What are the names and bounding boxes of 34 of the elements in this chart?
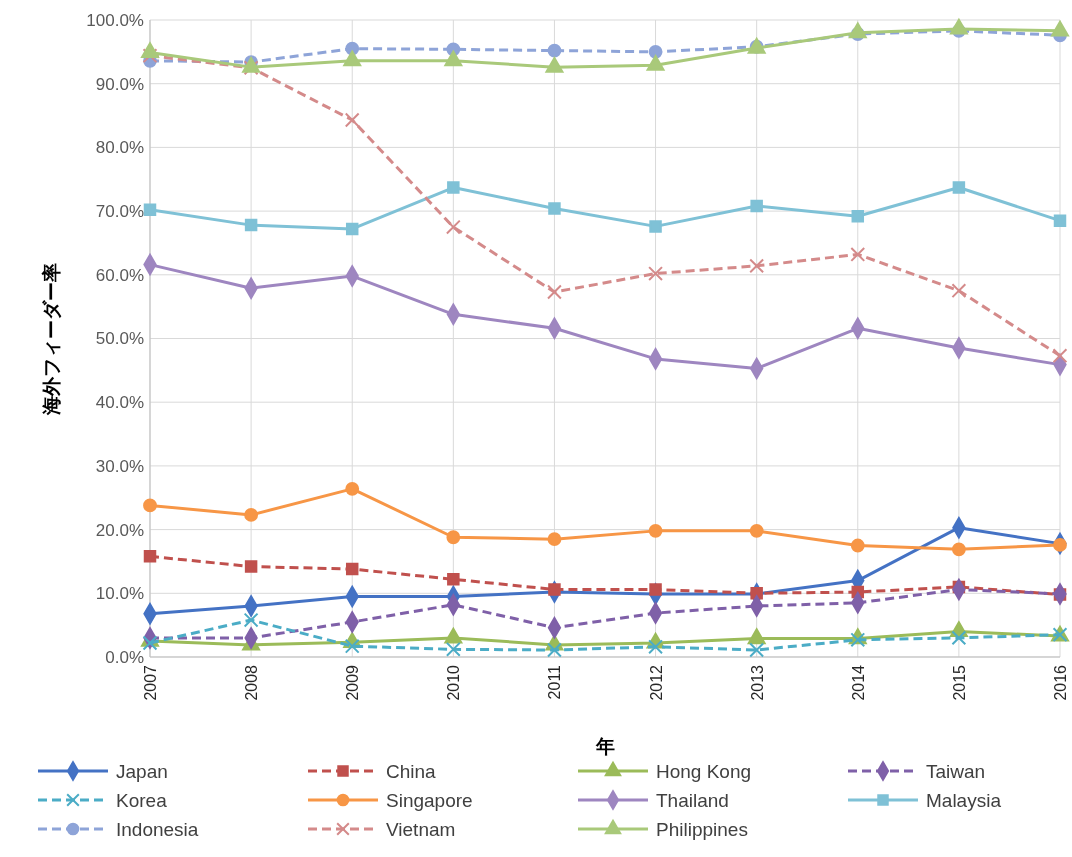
x-tick-label: 2014 (849, 664, 867, 701)
legend-label: Japan (116, 760, 168, 782)
legend-label: Thailand (656, 789, 729, 811)
legend-label: Philippines (656, 818, 748, 840)
legend-label: Singapore (386, 789, 473, 811)
y-tick-label: 0.0% (105, 647, 144, 667)
legend-label: Vietnam (386, 818, 456, 840)
legend-label: Malaysia (926, 789, 1002, 811)
x-tick-label: 2008 (243, 664, 261, 701)
x-tick-label: 2012 (647, 664, 665, 701)
legend-label: Taiwan (926, 760, 986, 782)
y-tick-label: 100.0% (86, 10, 144, 30)
x-tick-label: 2016 (1052, 664, 1069, 701)
y-tick-label: 60.0% (95, 265, 144, 285)
y-tick-label: 20.0% (95, 520, 144, 540)
x-tick-label: 2007 (142, 664, 159, 701)
x-tick-label: 2010 (445, 664, 463, 701)
legend-label: Indonesia (116, 818, 199, 840)
y-tick-label: 70.0% (95, 202, 144, 222)
y-axis-title: 海外フィーダー率 (41, 262, 62, 416)
legend-label: China (386, 760, 437, 782)
y-tick-label: 80.0% (95, 138, 144, 158)
x-tick-label: 2013 (748, 664, 766, 701)
y-tick-label: 50.0% (95, 329, 144, 349)
x-tick-label: 2011 (546, 664, 564, 700)
x-axis-title: 年 (594, 736, 615, 757)
x-tick-label: 2009 (344, 664, 362, 701)
y-tick-label: 10.0% (95, 584, 144, 604)
x-tick-label: 2015 (950, 664, 968, 701)
legend-label: Hong Kong (656, 760, 752, 782)
y-tick-label: 30.0% (95, 456, 144, 476)
y-tick-label: 40.0% (95, 393, 144, 413)
legend-label: Korea (116, 789, 168, 811)
y-tick-label: 90.0% (95, 74, 144, 94)
